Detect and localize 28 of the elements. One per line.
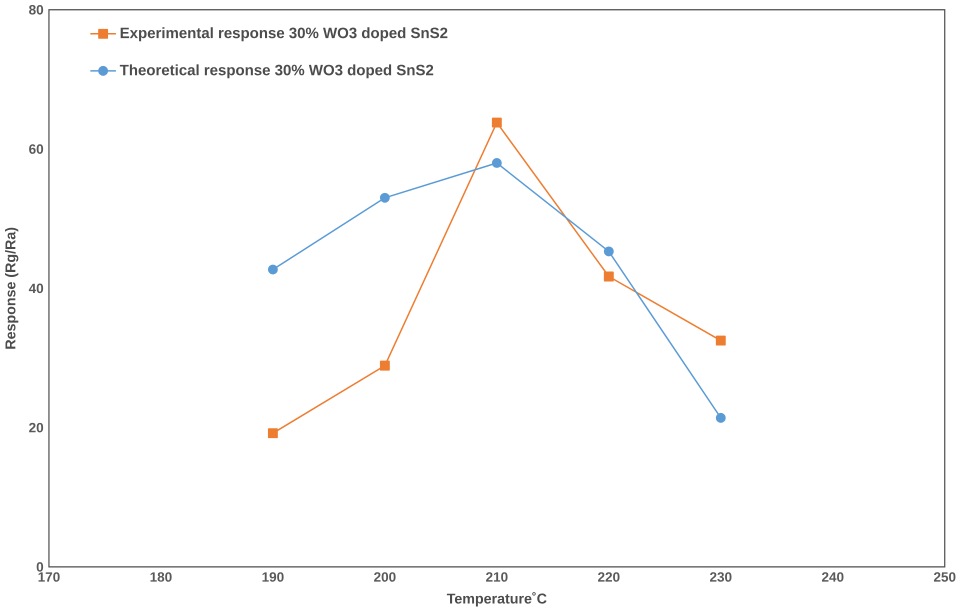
legend-label: Theoretical response 30% WO3 doped SnS2 <box>120 64 434 78</box>
point <box>380 192 390 203</box>
point <box>380 360 390 370</box>
point <box>268 428 278 438</box>
x-tick-label: 190 <box>262 572 284 582</box>
legend-label: Experimental response 30% WO3 doped SnS2 <box>120 27 448 41</box>
y-axis-title: Response (Rg/Ra) <box>5 227 18 348</box>
x-axis-title: Temperature˚C <box>446 592 547 606</box>
point <box>716 335 726 346</box>
x-tick-label: 180 <box>150 572 172 582</box>
point <box>268 264 278 274</box>
x-tick-label: 250 <box>934 572 956 582</box>
y-tick-label: 20 <box>29 422 44 432</box>
point <box>492 117 502 128</box>
y-tick-label: 40 <box>28 283 44 293</box>
x-tick-label: 210 <box>486 572 508 582</box>
x-tick-label: 240 <box>822 572 844 582</box>
x-tick-label: 220 <box>598 572 620 582</box>
point <box>716 412 726 423</box>
x-tick-label: 170 <box>38 572 60 582</box>
y-tick-label: 60 <box>29 144 44 154</box>
y-tick-label: 0 <box>36 562 44 572</box>
x-tick-label: 230 <box>710 572 732 582</box>
point <box>604 246 614 256</box>
x-tick-label: 200 <box>374 572 396 582</box>
point <box>604 271 614 282</box>
y-tick-label: 80 <box>29 4 44 14</box>
point <box>492 158 502 168</box>
